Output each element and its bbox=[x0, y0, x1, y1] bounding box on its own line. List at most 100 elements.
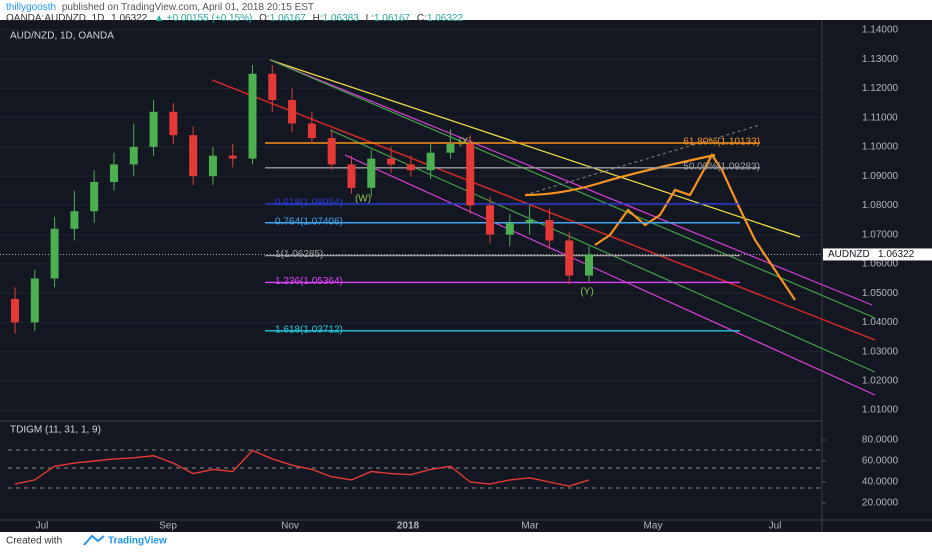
x-tick-label: Sep bbox=[159, 521, 177, 532]
candle-body bbox=[11, 298, 19, 323]
candle-body bbox=[90, 181, 99, 212]
y-tick-label: 1.04000 bbox=[862, 317, 899, 328]
y-tick-label: 1.11000 bbox=[862, 112, 898, 123]
wave-label: (W) bbox=[355, 194, 371, 205]
wave-label: (X) bbox=[458, 137, 471, 148]
ohlc-value: 1.06322 bbox=[427, 13, 464, 24]
candle-body bbox=[505, 222, 514, 235]
price-tag-value: 1.06322 bbox=[878, 249, 915, 260]
candle-body bbox=[327, 138, 336, 165]
projection bbox=[594, 152, 796, 301]
price-tag-name: AUDNZD bbox=[828, 249, 870, 260]
x-tick-label: 2018 bbox=[397, 521, 420, 532]
candle-body bbox=[565, 240, 574, 276]
candle-body bbox=[169, 111, 178, 136]
projection bbox=[524, 153, 716, 197]
candle-body bbox=[248, 73, 257, 159]
symbol: OANDA:AUDNZD, 1D bbox=[6, 13, 104, 24]
fib-label: 61.80%(1.10133) bbox=[683, 137, 760, 148]
y-tick-label: 60.0000 bbox=[862, 456, 899, 467]
candle-body bbox=[129, 146, 138, 165]
candle-body bbox=[70, 211, 79, 229]
candle-body bbox=[109, 164, 118, 182]
candle-body bbox=[30, 278, 39, 323]
candle-body bbox=[208, 155, 217, 177]
ticker-line: OANDA:AUDNZD, 1D 1.06322 ▲ +0.00155 (+0.… bbox=[6, 13, 463, 24]
candle-body bbox=[466, 143, 475, 206]
footer-brand[interactable]: TradingView bbox=[108, 536, 167, 547]
footer-text: Created with bbox=[6, 536, 62, 547]
ohlc-key: O: bbox=[259, 13, 270, 24]
x-tick-label: Jul bbox=[769, 521, 782, 532]
y-tick-label: 1.08000 bbox=[862, 200, 899, 211]
candle-body bbox=[446, 143, 455, 153]
wave-labels: (X) (W) (Y) bbox=[355, 137, 594, 298]
y-tick-label: 1.13000 bbox=[862, 54, 899, 65]
indicator-title: TDIGM (11, 31, 1, 9) bbox=[10, 425, 101, 436]
candle-body bbox=[189, 135, 198, 177]
candle-body bbox=[228, 155, 237, 159]
candle-body bbox=[149, 111, 158, 147]
fib-label: 1.618(1.03712) bbox=[275, 324, 343, 335]
y-tick-label: 1.14000 bbox=[862, 25, 899, 36]
candle-body bbox=[307, 123, 316, 139]
chart-title: AUD/NZD, 1D, OANDA bbox=[10, 31, 114, 42]
candle-body bbox=[387, 158, 396, 165]
x-tick-label: Mar bbox=[521, 521, 539, 532]
ohlc-key: L: bbox=[366, 13, 374, 24]
last: 1.06322 bbox=[111, 13, 148, 24]
ohlc-value: 1.06383 bbox=[323, 13, 360, 24]
candle-body bbox=[288, 100, 297, 124]
fib-label: 1(1.06285) bbox=[275, 249, 323, 260]
y-tick-label: 1.05000 bbox=[862, 288, 899, 299]
author[interactable]: thillygoosth bbox=[6, 2, 56, 13]
median-line bbox=[211, 79, 876, 341]
y-tick-label: 20.0000 bbox=[862, 498, 899, 509]
ohlc-key: H: bbox=[313, 13, 323, 24]
change: ▲ +0.00155 (+0.15%) bbox=[154, 13, 252, 24]
ohlc-key: C: bbox=[417, 13, 427, 24]
x-tick-label: Nov bbox=[281, 521, 299, 532]
channel-line bbox=[344, 154, 876, 396]
fib-label: 0.764(1.07406) bbox=[275, 216, 343, 227]
trendline bbox=[269, 59, 801, 238]
y-tick-label: 1.12000 bbox=[862, 83, 899, 94]
candle-body bbox=[525, 220, 534, 223]
candle-body bbox=[347, 164, 356, 188]
y-tick-label: 1.09000 bbox=[862, 171, 899, 182]
candle-body bbox=[50, 228, 59, 279]
fib-label: 50.00%(1.09283) bbox=[683, 161, 760, 172]
fib-base bbox=[524, 124, 761, 196]
candle-body bbox=[426, 152, 435, 171]
drawings bbox=[211, 59, 876, 396]
y-tick-label: 1.10000 bbox=[862, 142, 899, 153]
y-tick-label: 1.06000 bbox=[862, 259, 899, 270]
candle-body bbox=[585, 254, 593, 276]
candle-body bbox=[367, 158, 376, 188]
fib-label: 1.236(1.05364) bbox=[275, 276, 343, 287]
candle-body bbox=[268, 73, 277, 101]
published: published on TradingView.com, April 01, … bbox=[62, 2, 314, 13]
indicator-line bbox=[14, 449, 590, 487]
y-tick-label: 1.03000 bbox=[862, 346, 899, 357]
candle-body bbox=[406, 164, 415, 171]
y-tick-label: 1.01000 bbox=[862, 405, 899, 416]
ohlc-value: 1.06167 bbox=[374, 13, 411, 24]
x-tick-label: May bbox=[644, 521, 663, 532]
header: thillygoosth published on TradingView.co… bbox=[6, 2, 314, 13]
price-tag-bg bbox=[823, 248, 932, 261]
chart-bg bbox=[0, 20, 932, 532]
wave-label: (Y) bbox=[580, 287, 593, 298]
channel-line bbox=[329, 129, 876, 373]
ohlc-value: 1.06167 bbox=[270, 13, 307, 24]
candle-body bbox=[545, 220, 554, 241]
candle-body bbox=[486, 205, 495, 235]
logo bbox=[83, 534, 105, 546]
x-tick-label: Jul bbox=[36, 521, 49, 532]
y-tick-label: 1.02000 bbox=[862, 375, 899, 386]
y-tick-label: 80.0000 bbox=[862, 435, 899, 446]
y-tick-label: 1.07000 bbox=[862, 229, 899, 240]
fib-label: 0.618(1.08054) bbox=[275, 197, 343, 208]
y-tick-label: 40.0000 bbox=[862, 477, 899, 488]
